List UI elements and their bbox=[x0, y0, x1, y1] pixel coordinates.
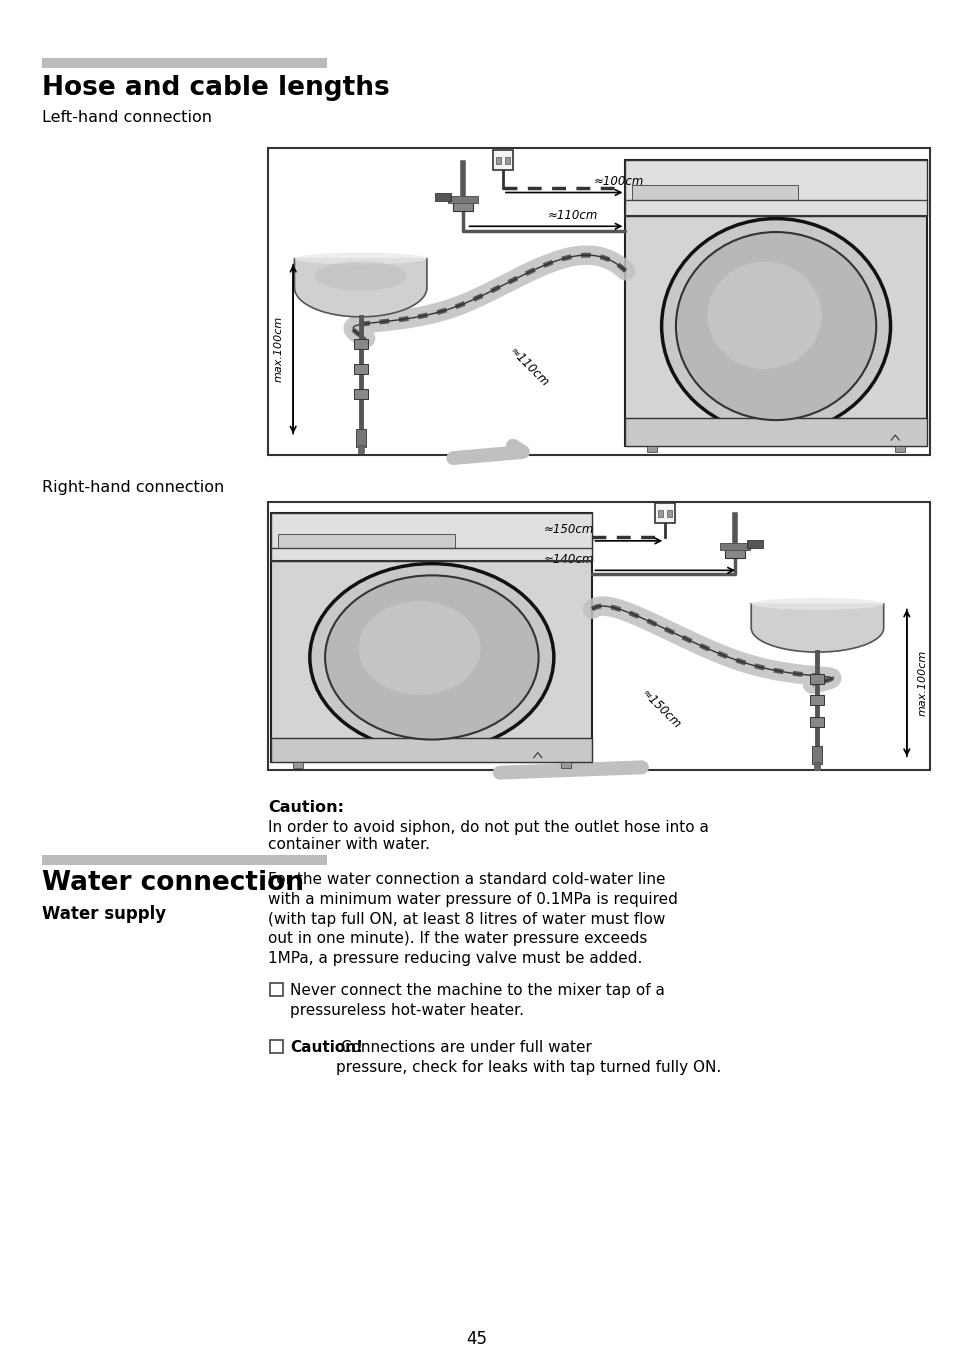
Polygon shape bbox=[294, 259, 426, 317]
Bar bbox=[810, 716, 823, 727]
Bar bbox=[719, 543, 749, 550]
Text: ≈150cm: ≈150cm bbox=[543, 523, 594, 536]
Text: max.100cm: max.100cm bbox=[917, 650, 927, 716]
Ellipse shape bbox=[750, 598, 882, 609]
Text: 45: 45 bbox=[466, 1330, 487, 1349]
Bar bbox=[355, 429, 365, 447]
Bar bbox=[493, 150, 513, 171]
Bar bbox=[496, 157, 500, 164]
Bar bbox=[42, 58, 327, 68]
Bar bbox=[354, 340, 367, 349]
Text: ≈100cm: ≈100cm bbox=[593, 175, 643, 187]
Bar bbox=[810, 674, 823, 684]
Bar bbox=[453, 198, 473, 211]
Bar bbox=[42, 854, 327, 865]
Bar bbox=[504, 157, 510, 164]
Bar bbox=[560, 762, 570, 768]
Polygon shape bbox=[750, 604, 882, 653]
Text: In order to avoid siphon, do not put the outlet hose into a
container with water: In order to avoid siphon, do not put the… bbox=[268, 821, 708, 853]
Bar bbox=[646, 445, 657, 452]
Bar bbox=[632, 185, 797, 200]
Bar bbox=[625, 160, 925, 445]
Text: Never connect the machine to the mixer tap of a
pressureless hot-water heater.: Never connect the machine to the mixer t… bbox=[290, 983, 664, 1018]
Text: Right-hand connection: Right-hand connection bbox=[42, 481, 224, 496]
Text: Left-hand connection: Left-hand connection bbox=[42, 110, 212, 125]
Bar bbox=[655, 502, 675, 523]
Text: ≈150cm: ≈150cm bbox=[639, 686, 682, 731]
Ellipse shape bbox=[325, 575, 538, 739]
Ellipse shape bbox=[676, 232, 875, 420]
Bar bbox=[625, 418, 925, 445]
Bar bbox=[746, 540, 761, 548]
Bar bbox=[724, 544, 744, 558]
Ellipse shape bbox=[294, 252, 426, 264]
Text: Caution!: Caution! bbox=[290, 1040, 363, 1055]
Bar bbox=[271, 513, 592, 762]
Bar bbox=[271, 513, 592, 561]
Text: Connections are under full water
pressure, check for leaks with tap turned fully: Connections are under full water pressur… bbox=[335, 1040, 720, 1075]
Bar bbox=[271, 738, 592, 762]
Text: Hose and cable lengths: Hose and cable lengths bbox=[42, 74, 390, 102]
Bar bbox=[812, 746, 821, 764]
Bar bbox=[354, 389, 367, 398]
Bar bbox=[270, 1040, 283, 1053]
Ellipse shape bbox=[310, 563, 554, 751]
Bar bbox=[277, 535, 454, 547]
Bar bbox=[448, 196, 477, 203]
Text: Caution:: Caution: bbox=[268, 800, 344, 815]
Bar bbox=[268, 148, 929, 455]
Bar bbox=[814, 762, 820, 770]
Bar bbox=[435, 194, 451, 202]
Text: For the water connection a standard cold-water line
with a minimum water pressur: For the water connection a standard cold… bbox=[268, 872, 678, 967]
Text: ≈110cm: ≈110cm bbox=[506, 344, 551, 390]
Text: ≈140cm: ≈140cm bbox=[543, 554, 594, 566]
Bar bbox=[894, 445, 904, 452]
Text: max.100cm: max.100cm bbox=[273, 315, 283, 382]
Ellipse shape bbox=[707, 261, 821, 370]
Bar bbox=[293, 762, 302, 768]
Bar bbox=[268, 502, 929, 770]
Bar bbox=[810, 696, 823, 705]
Bar bbox=[354, 364, 367, 374]
Bar bbox=[357, 444, 363, 452]
Text: Water connection: Water connection bbox=[42, 871, 304, 896]
Bar bbox=[270, 983, 283, 997]
Bar bbox=[658, 509, 662, 517]
Ellipse shape bbox=[314, 261, 407, 291]
Ellipse shape bbox=[358, 601, 480, 695]
Text: ≈110cm: ≈110cm bbox=[547, 210, 598, 222]
Bar bbox=[625, 160, 925, 215]
Text: Water supply: Water supply bbox=[42, 904, 166, 923]
Ellipse shape bbox=[661, 218, 889, 433]
Bar bbox=[666, 509, 672, 517]
